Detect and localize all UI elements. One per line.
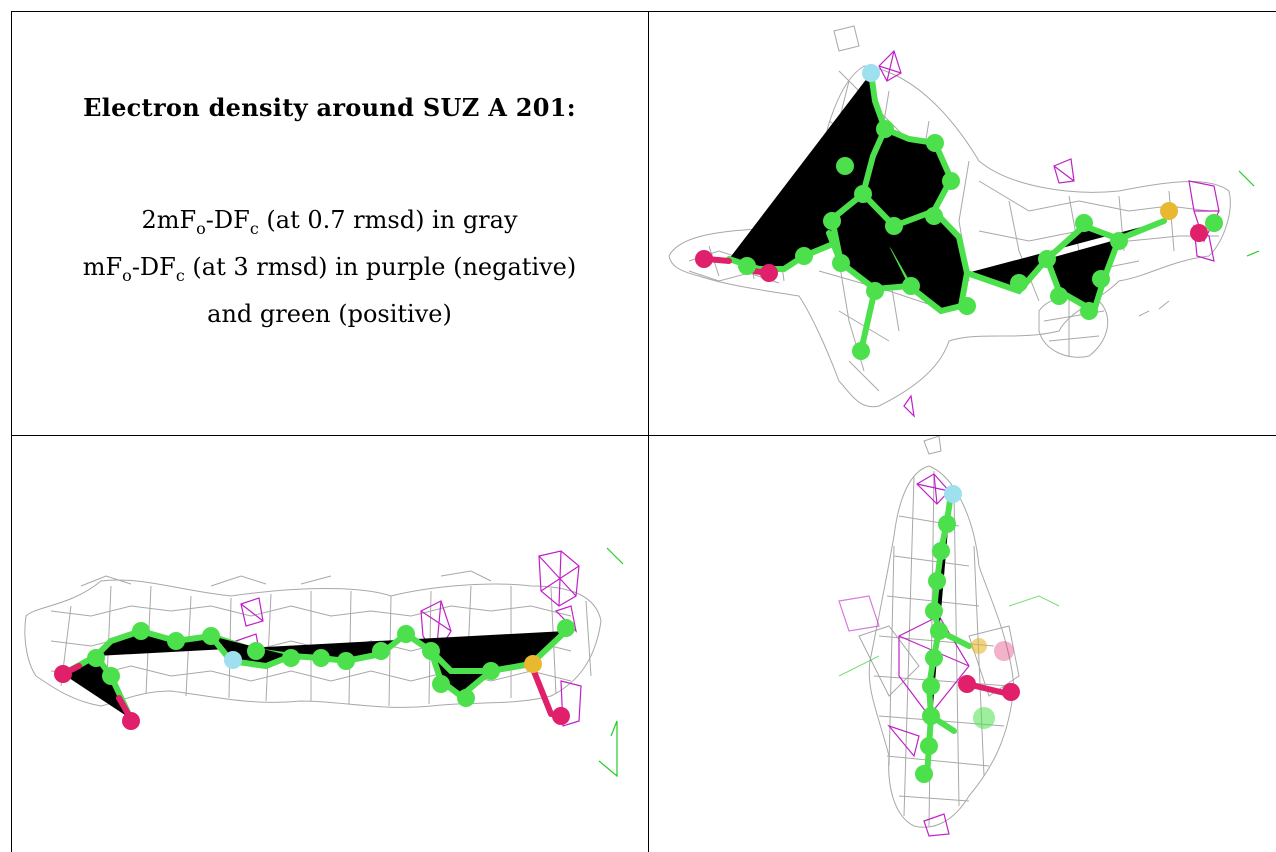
carbon-atom xyxy=(876,120,894,138)
molecule-view-top xyxy=(668,25,1260,418)
carbon-atom xyxy=(938,515,956,533)
atoms xyxy=(915,485,1020,783)
bonds xyxy=(726,70,1167,354)
carbon-atom xyxy=(925,602,943,620)
density-mesh-positive xyxy=(838,595,1060,677)
carbon-atom xyxy=(832,254,850,272)
carbon-atom xyxy=(925,649,943,667)
molecule-view-end xyxy=(838,436,1060,837)
oxygen-atom xyxy=(760,264,778,282)
carbon-atom xyxy=(482,662,500,680)
carbon-atom xyxy=(854,185,872,203)
panel-view-top xyxy=(649,11,1276,435)
carbon-atom xyxy=(132,622,150,640)
caption-cell: Electron density around SUZ A 201: 2mFo-… xyxy=(11,11,648,435)
carbon-atom xyxy=(312,649,330,667)
carbon-atom xyxy=(397,625,415,643)
molecule-view-side xyxy=(24,547,624,778)
fluorine-atom xyxy=(224,651,242,669)
fluorine-atom xyxy=(944,485,962,503)
fluorine-atom xyxy=(862,64,880,82)
carbon-atom xyxy=(247,642,265,660)
carbon-atom xyxy=(885,217,903,235)
carbon-atom xyxy=(87,649,105,667)
carbon-atom xyxy=(1092,270,1110,288)
carbon-atom xyxy=(557,619,575,637)
carbon-atom xyxy=(920,737,938,755)
carbon-atom xyxy=(928,572,946,590)
density-mesh-gray xyxy=(668,25,1231,408)
carbon-atom xyxy=(823,212,841,230)
oxygen-atom xyxy=(122,712,140,730)
carbon-atom xyxy=(932,542,950,560)
oxygen-atom xyxy=(1190,224,1208,242)
carbon-atom xyxy=(930,622,948,640)
carbon-atom xyxy=(958,297,976,315)
carbon-atom xyxy=(942,172,960,190)
legend-line-fofc: mFo-DFc (at 3 rmsd) in purple (negative) xyxy=(82,252,577,285)
carbon-atom xyxy=(1080,302,1098,320)
carbon-atom xyxy=(922,707,940,725)
carbon-atom xyxy=(1110,232,1128,250)
grid-line-center xyxy=(648,11,649,852)
atoms xyxy=(695,64,1223,360)
oxygen-atom xyxy=(958,675,976,693)
carbon-atom xyxy=(337,652,355,670)
oxygen-atom xyxy=(994,641,1014,661)
grid-line-top xyxy=(11,11,1276,12)
grid-line-middle xyxy=(11,435,1276,436)
carbon-atom xyxy=(852,342,870,360)
sulfur-atom xyxy=(971,638,987,654)
carbon-atom xyxy=(973,707,995,729)
carbon-atom xyxy=(925,207,943,225)
panel-view-end xyxy=(649,436,1276,852)
sulfur-atom xyxy=(1160,202,1178,220)
carbon-atom xyxy=(1010,274,1028,292)
sulfur-atom xyxy=(524,655,542,673)
carbon-atom xyxy=(922,677,940,695)
carbon-atom xyxy=(902,277,920,295)
carbon-atom xyxy=(422,642,440,660)
carbon-atom xyxy=(1038,250,1056,268)
carbon-atom xyxy=(202,627,220,645)
figure-title: Electron density around SUZ A 201: xyxy=(83,93,576,122)
oxygen-atom xyxy=(54,665,72,683)
carbon-atom xyxy=(457,689,475,707)
carbon-atom xyxy=(372,642,390,660)
atoms xyxy=(54,619,575,730)
carbon-atom xyxy=(167,632,185,650)
carbon-atom xyxy=(795,247,813,265)
figure-legend: 2mFo-DFc (at 0.7 rmsd) in gray mFo-DFc (… xyxy=(11,201,648,333)
legend-line-2fofc: 2mFo-DFc (at 0.7 rmsd) in gray xyxy=(141,206,518,238)
carbon-atom xyxy=(836,157,854,175)
oxygen-atom xyxy=(552,707,570,725)
panel-view-side xyxy=(11,436,648,852)
oxygen-atom xyxy=(1002,683,1020,701)
density-mesh-positive xyxy=(598,547,624,778)
carbon-atom xyxy=(1205,214,1223,232)
carbon-atom xyxy=(102,667,120,685)
carbon-atom xyxy=(1075,214,1093,232)
grid-line-left xyxy=(11,11,12,852)
legend-line-colors: and green (positive) xyxy=(207,299,452,328)
oxygen-atom xyxy=(695,250,713,268)
density-mesh-positive xyxy=(1238,170,1260,257)
carbon-atom xyxy=(738,257,756,275)
carbon-atom xyxy=(282,649,300,667)
carbon-atom xyxy=(926,134,944,152)
carbon-atom xyxy=(915,765,933,783)
carbon-atom xyxy=(432,675,450,693)
carbon-atom xyxy=(1050,287,1068,305)
carbon-atom xyxy=(866,282,884,300)
